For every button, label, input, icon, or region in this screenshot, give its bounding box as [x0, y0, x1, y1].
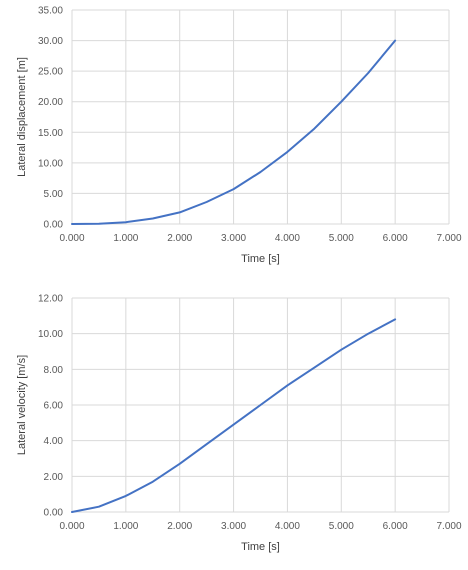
series-line [71, 39, 397, 225]
y-tick-label: 25.00 [38, 67, 63, 78]
x-tick-label: 6.000 [383, 521, 408, 532]
x-tick-label: 0.000 [59, 233, 84, 244]
x-tick-label: 7.000 [436, 233, 461, 244]
y-tick-label: 8.00 [44, 365, 64, 376]
x-tick-label: 3.000 [221, 521, 246, 532]
x-tick-label: 5.000 [329, 521, 354, 532]
x-tick-label: 4.000 [275, 521, 300, 532]
x-tick-label: 2.000 [167, 521, 192, 532]
y-tick-label: 0.00 [44, 508, 64, 519]
x-tick-label: 4.000 [275, 233, 300, 244]
y-axis-title: Lateral velocity [m/s] [16, 355, 28, 455]
y-axis-title: Lateral displacement [m] [16, 57, 28, 177]
x-tick-label: 2.000 [167, 233, 192, 244]
x-axis-title: Time [s] [241, 253, 280, 265]
x-tick-label: 1.000 [113, 521, 138, 532]
x-tick-label: 5.000 [329, 233, 354, 244]
y-tick-label: 4.00 [44, 436, 64, 447]
y-tick-label: 15.00 [38, 128, 63, 139]
y-tick-label: 2.00 [44, 472, 64, 483]
y-tick-label: 20.00 [38, 97, 63, 108]
y-tick-label: 5.00 [44, 189, 64, 200]
x-tick-label: 0.000 [59, 521, 84, 532]
x-tick-label: 6.000 [383, 233, 408, 244]
y-tick-label: 10.00 [38, 158, 63, 169]
x-tick-label: 7.000 [436, 521, 461, 532]
x-tick-label: 3.000 [221, 233, 246, 244]
chart-velocity: 0.00 2.00 4.00 6.00 8.00 10.00 12.00 0.000 1.000… [16, 294, 462, 554]
series-line [71, 318, 397, 513]
y-tick-label: 12.00 [38, 294, 63, 305]
y-tick-label: 35.00 [38, 6, 63, 17]
y-tick-label: 0.00 [44, 220, 64, 231]
x-axis-title: Time [s] [241, 541, 280, 553]
chart-displacement: 0.00 5.00 10.00 15.00 20.00 25.00 30.00 35.00 0.… [16, 6, 462, 266]
y-tick-label: 30.00 [38, 36, 63, 47]
y-tick-label: 6.00 [44, 401, 64, 412]
x-tick-label: 1.000 [113, 233, 138, 244]
y-tick-label: 10.00 [38, 329, 63, 340]
